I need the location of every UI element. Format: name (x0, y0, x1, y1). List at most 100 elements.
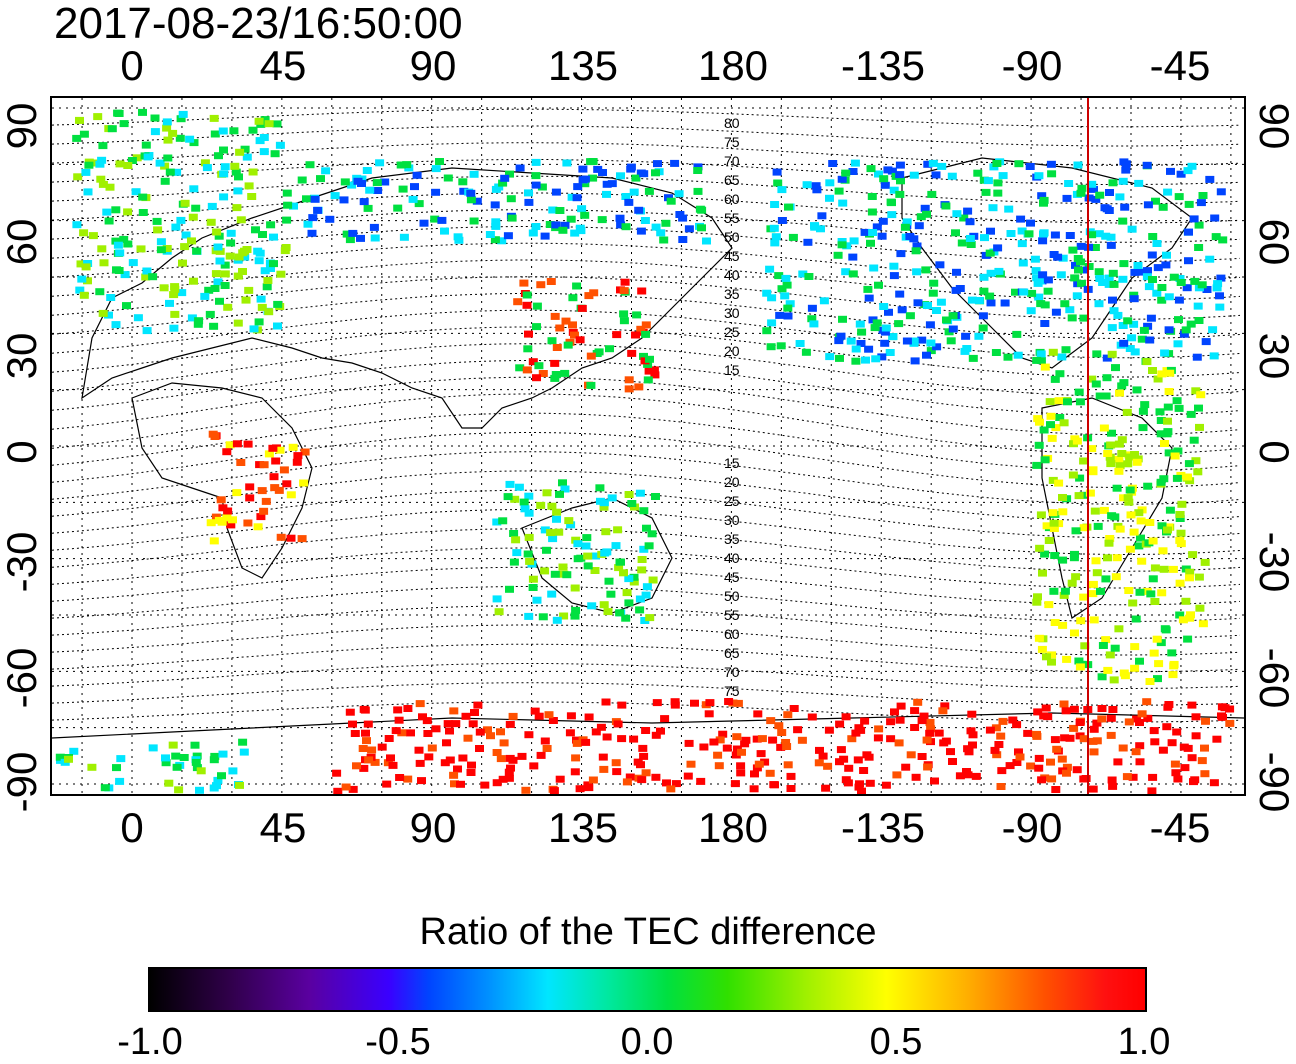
tec-cell (499, 739, 509, 747)
contour-line (52, 142, 1241, 166)
tec-cell (1163, 417, 1172, 425)
tec-cell (895, 716, 905, 724)
contour-label: 20 (724, 474, 740, 490)
tec-cell (189, 277, 198, 285)
tec-cell (1173, 775, 1183, 783)
tec-cell (1040, 363, 1050, 371)
tec-cell (837, 241, 847, 249)
tec-cell (624, 198, 634, 206)
tec-cell (1104, 274, 1114, 282)
tec-cell (1123, 460, 1133, 468)
tec-cell (210, 130, 220, 138)
tec-cell (1186, 611, 1195, 619)
tec-cell (1162, 723, 1172, 731)
tec-cell (1171, 769, 1181, 777)
tec-cell (605, 345, 614, 353)
contour-line (52, 125, 1241, 147)
tec-cell (828, 160, 838, 167)
tec-cell (418, 713, 427, 721)
tec-cell (1088, 590, 1098, 598)
tec-cell (279, 466, 289, 474)
tec-cell (678, 236, 688, 243)
tec-cell (1102, 374, 1112, 382)
tec-cell (550, 570, 560, 578)
tec-cell (659, 236, 669, 244)
tec-cell (1050, 736, 1060, 744)
tec-cell (185, 135, 195, 143)
tec-cell (757, 735, 767, 743)
tec-cell (1212, 284, 1222, 292)
tec-cell (1126, 511, 1136, 519)
tec-cell (517, 752, 527, 760)
tec-cell (234, 173, 243, 181)
tec-cell (1189, 436, 1199, 444)
tec-cell (1050, 231, 1060, 239)
tec-cell (1074, 266, 1083, 274)
tec-cell (1089, 185, 1098, 193)
tec-cell (1197, 757, 1207, 765)
left-lat-tick: 30 (0, 332, 45, 380)
tec-cell (509, 558, 519, 566)
tec-cell (1057, 755, 1067, 763)
tec-cell (141, 141, 151, 149)
tec-cell (504, 774, 514, 782)
tec-cell (268, 444, 278, 452)
tec-cell (189, 185, 199, 193)
tec-cell (1069, 705, 1079, 713)
tec-cell (282, 480, 292, 488)
tec-cell (1150, 564, 1160, 572)
tec-cell (619, 317, 629, 325)
tec-cell (1075, 719, 1085, 726)
tec-cell (1104, 280, 1114, 288)
tec-cell (617, 701, 627, 709)
tec-cell (524, 533, 534, 541)
tec-cell (1044, 537, 1054, 544)
tec-cell (561, 317, 571, 325)
tec-cell (1157, 284, 1167, 291)
contour-label: 20 (724, 343, 740, 359)
tec-cell (97, 156, 107, 164)
tec-cell (171, 752, 181, 760)
contour-line (52, 192, 1241, 224)
tec-cell (498, 775, 508, 783)
tec-cell (752, 764, 762, 772)
tec-cell (467, 761, 476, 769)
tec-cell (179, 754, 189, 761)
contour-line (52, 643, 1241, 673)
tec-cell (836, 746, 846, 754)
tec-cell (645, 355, 654, 363)
tec-cell (1134, 179, 1144, 187)
tec-cell (802, 181, 812, 189)
contour-label: 35 (724, 531, 740, 547)
tec-cell (288, 443, 298, 451)
tec-cell (870, 324, 880, 332)
tec-cell (639, 545, 649, 553)
tec-cell (777, 285, 787, 293)
tec-cell (978, 324, 988, 332)
tec-cell (228, 767, 238, 775)
tec-cell (1158, 203, 1168, 211)
tec-cell (807, 315, 817, 323)
tec-cell (644, 367, 654, 375)
tec-cell (617, 735, 627, 743)
tec-cell (642, 524, 651, 532)
tec-cell (1047, 775, 1057, 783)
tec-cell (112, 266, 121, 274)
tec-cell (377, 743, 387, 751)
tec-cell (607, 180, 617, 188)
tec-cell (156, 246, 166, 254)
tec-cell (570, 229, 580, 237)
tec-cell (616, 558, 625, 566)
tec-cell (1034, 293, 1044, 301)
tec-cell (651, 493, 660, 500)
tec-cell (113, 241, 123, 249)
tec-cell (223, 507, 233, 515)
tec-cell (521, 786, 531, 794)
tec-cell (651, 223, 661, 231)
tec-cell (1159, 565, 1169, 573)
tec-cell (191, 758, 201, 766)
tec-cell (573, 183, 583, 191)
tec-cell (534, 712, 544, 720)
tec-cell (993, 179, 1003, 187)
tec-cell (165, 299, 174, 307)
